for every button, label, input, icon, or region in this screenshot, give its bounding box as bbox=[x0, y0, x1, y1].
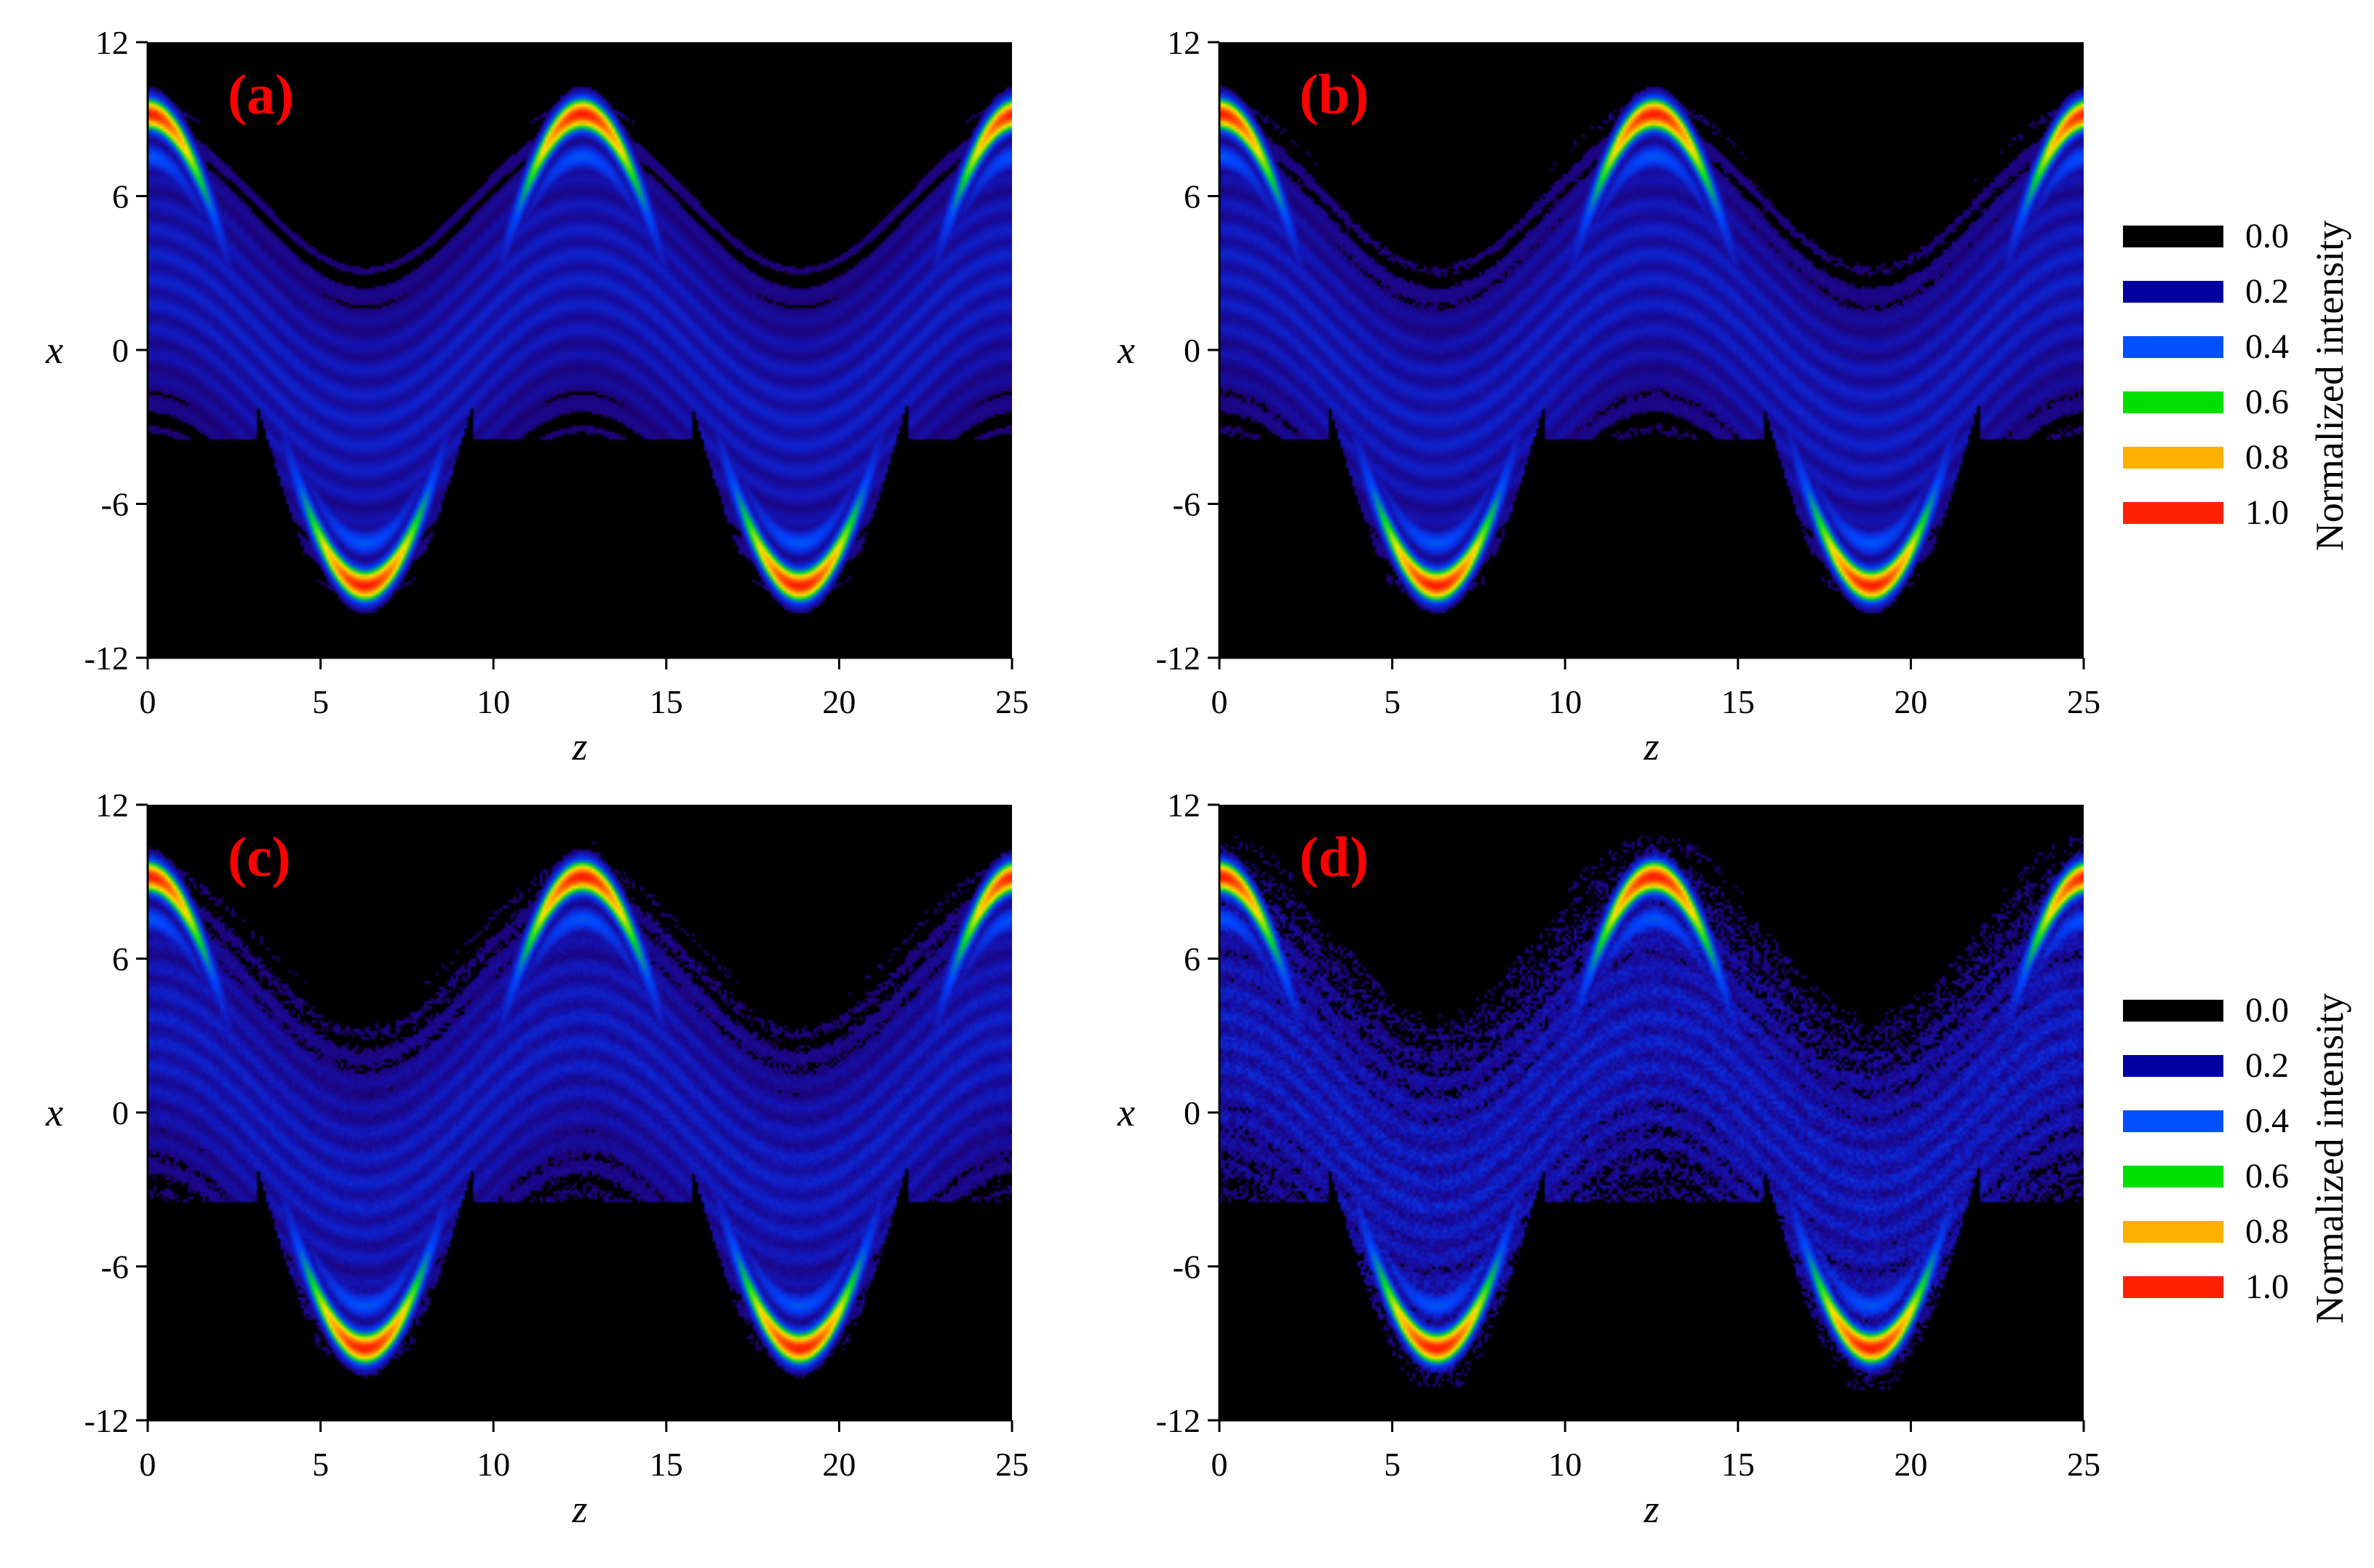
y-tick-label: -6 bbox=[101, 486, 129, 523]
x-tick-label: 25 bbox=[2067, 683, 2100, 720]
y-axis-title: x bbox=[1117, 328, 1135, 372]
colorbar-legend: 0.0 0.2 0.4 0.6 0.8 1.0 Normalized intensity bbox=[2123, 991, 2351, 1324]
colorbar-legend: 0.0 0.2 0.4 0.6 0.8 1.0 Normalized intensity bbox=[2123, 217, 2351, 551]
legend-swatch bbox=[2123, 1166, 2223, 1187]
y-tick-label: -6 bbox=[1173, 486, 1200, 523]
y-tick-label: 12 bbox=[1167, 787, 1200, 824]
y-axis-title: x bbox=[45, 328, 63, 372]
x-tick-label: 25 bbox=[2067, 1446, 2100, 1483]
x-tick-label: 25 bbox=[995, 683, 1029, 720]
x-tick-label: 15 bbox=[650, 683, 683, 720]
legend-label: 0.4 bbox=[2245, 327, 2289, 366]
legend-title: Normalized intensity bbox=[2308, 220, 2351, 551]
x-tick-label: 5 bbox=[312, 683, 329, 720]
panel-2: 0 5 10 15 20 25 12 6 0 -6 -12 z x (b) bbox=[1117, 24, 2100, 768]
legend-label: 0.6 bbox=[2245, 1157, 2289, 1195]
y-axis-title: x bbox=[1117, 1091, 1135, 1134]
y-tick-label: -12 bbox=[84, 640, 129, 677]
legend-label: 0.4 bbox=[2245, 1102, 2289, 1140]
panel-3: 0 5 10 15 20 25 12 6 0 -6 -12 z x (c) bbox=[45, 787, 1029, 1531]
y-tick-label: 0 bbox=[112, 332, 129, 369]
intensity-map bbox=[1219, 805, 2084, 1420]
y-axis-title: x bbox=[45, 1091, 63, 1134]
panel-1: 0 5 10 15 20 25 12 6 0 -6 -12 z x (a) bbox=[45, 24, 1029, 768]
x-tick-label: 10 bbox=[1548, 683, 1582, 720]
x-axis-title: z bbox=[1643, 1487, 1659, 1531]
x-tick-label: 0 bbox=[1211, 1446, 1228, 1483]
y-tick-label: 6 bbox=[1184, 941, 1200, 978]
x-tick-label: 10 bbox=[477, 1446, 510, 1483]
legend-label: 1.0 bbox=[2245, 493, 2289, 532]
x-tick-label: 5 bbox=[1384, 1446, 1401, 1483]
legend-swatch bbox=[2123, 502, 2223, 524]
y-tick-label: 0 bbox=[1184, 1094, 1200, 1131]
legend-swatch bbox=[2123, 1221, 2223, 1243]
y-tick-label: -12 bbox=[84, 1402, 129, 1439]
y-tick-label: -12 bbox=[1156, 640, 1200, 677]
legend-label: 0.8 bbox=[2245, 1212, 2289, 1251]
x-tick-label: 0 bbox=[140, 683, 156, 720]
x-tick-label: 20 bbox=[822, 1446, 856, 1483]
x-tick-label: 0 bbox=[1211, 683, 1228, 720]
x-tick-label: 10 bbox=[477, 683, 510, 720]
y-tick-label: 12 bbox=[95, 24, 129, 61]
legend-label: 1.0 bbox=[2245, 1267, 2289, 1306]
y-tick-label: -6 bbox=[1173, 1249, 1200, 1286]
legend-label: 0.2 bbox=[2245, 272, 2289, 311]
intensity-map bbox=[148, 42, 1012, 658]
y-tick-label: 0 bbox=[112, 1094, 129, 1131]
x-tick-label: 20 bbox=[1894, 1446, 1927, 1483]
y-tick-label: -6 bbox=[101, 1249, 129, 1286]
x-tick-label: 10 bbox=[1548, 1446, 1582, 1483]
panels: 0 5 10 15 20 25 12 6 0 -6 -12 z x (a) 0 5 10 15 20 25 12 6 0 -6… bbox=[45, 24, 2100, 1531]
legend-swatch bbox=[2123, 1110, 2223, 1132]
x-axis-title: z bbox=[1643, 725, 1659, 768]
legend-label: 0.6 bbox=[2245, 383, 2289, 421]
y-tick-label: 0 bbox=[1184, 332, 1200, 369]
legend-swatch bbox=[2123, 336, 2223, 358]
x-tick-label: 25 bbox=[995, 1446, 1029, 1483]
x-tick-label: 15 bbox=[650, 1446, 683, 1483]
y-tick-label: 6 bbox=[112, 941, 129, 978]
panel-4: 0 5 10 15 20 25 12 6 0 -6 -12 z x (d) bbox=[1117, 787, 2100, 1531]
y-tick-label: 6 bbox=[112, 178, 129, 215]
legend-swatch bbox=[2123, 1276, 2223, 1298]
y-tick-label: 6 bbox=[1184, 178, 1200, 215]
x-axis-title: z bbox=[571, 1487, 587, 1531]
y-tick-label: 12 bbox=[95, 787, 129, 824]
x-tick-label: 0 bbox=[140, 1446, 156, 1483]
x-axis-title: z bbox=[571, 725, 587, 768]
x-tick-label: 15 bbox=[1721, 1446, 1755, 1483]
legend-swatch bbox=[2123, 1055, 2223, 1077]
legend-swatch bbox=[2123, 447, 2223, 469]
x-tick-label: 15 bbox=[1721, 683, 1755, 720]
legend-swatch bbox=[2123, 226, 2223, 247]
intensity-map bbox=[148, 805, 1012, 1420]
panel-label: (d) bbox=[1299, 825, 1369, 888]
y-tick-label: -12 bbox=[1156, 1402, 1200, 1439]
legend-label: 0.0 bbox=[2245, 217, 2289, 255]
panel-label: (b) bbox=[1299, 63, 1369, 126]
x-tick-label: 5 bbox=[312, 1446, 329, 1483]
legend-label: 0.8 bbox=[2245, 438, 2289, 477]
panel-label: (c) bbox=[228, 825, 291, 888]
intensity-map bbox=[1219, 42, 2084, 658]
legend-swatch bbox=[2123, 391, 2223, 413]
panel-label: (a) bbox=[228, 63, 294, 126]
legend-label: 0.0 bbox=[2245, 991, 2289, 1030]
legend-swatch bbox=[2123, 281, 2223, 303]
legends: 0.00.20.40.60.81.0 Normalized intensity0.… bbox=[2123, 217, 2351, 1324]
y-tick-label: 12 bbox=[1167, 24, 1200, 61]
legend-title: Normalized intensity bbox=[2308, 993, 2351, 1324]
x-tick-label: 20 bbox=[1894, 683, 1927, 720]
legend-label: 0.2 bbox=[2245, 1046, 2289, 1085]
x-tick-label: 20 bbox=[822, 683, 856, 720]
legend-swatch bbox=[2123, 1000, 2223, 1022]
x-tick-label: 5 bbox=[1384, 683, 1401, 720]
